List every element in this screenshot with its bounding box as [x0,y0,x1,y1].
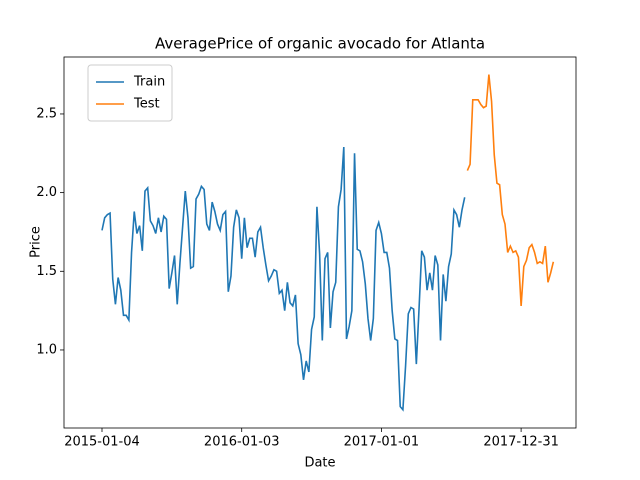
legend-label: Train [133,75,165,90]
y-tick-label: 1.5 [36,264,57,279]
x-tick-label: 2016-01-03 [204,435,280,450]
plot-frame [63,56,577,429]
legend-label: Test [133,97,160,112]
y-axis-label: Price [29,226,44,258]
data-line [466,74,555,306]
data-line [101,146,466,412]
y-tick-label: 2.5 [36,106,57,121]
legend-box [87,64,173,122]
chart-title: AveragePrice of organic avocado for Atla… [155,35,485,53]
x-tick-label: 2017-12-31 [483,435,559,450]
x-axis-label: Date [304,456,335,471]
y-tick-label: 1.0 [36,342,57,357]
x-tick-label: 2015-01-04 [64,435,140,450]
x-tick-label: 2017-01-01 [344,435,420,450]
legend: Train Test [87,64,173,122]
y-tick-label: 2.0 [36,185,57,200]
